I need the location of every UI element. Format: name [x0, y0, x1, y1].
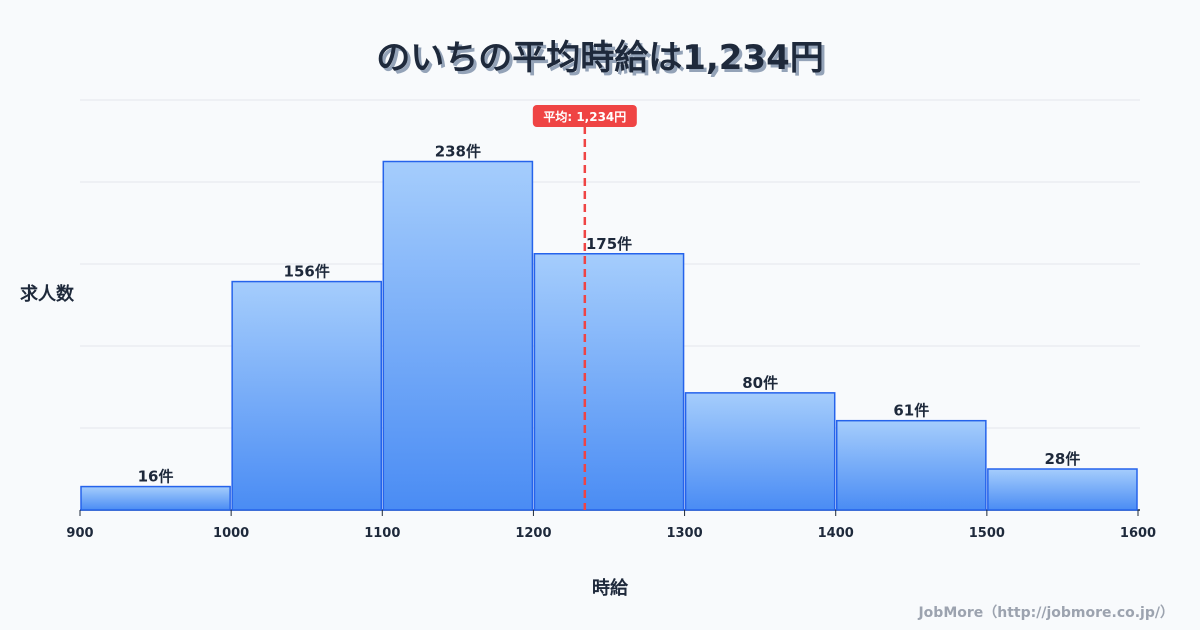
- bar-value-label: 156件: [284, 263, 330, 281]
- bar-value-label: 61件: [893, 402, 929, 420]
- x-tick-label: 1500: [969, 526, 1005, 541]
- x-tick-label: 1100: [364, 526, 400, 541]
- x-tick-label: 1300: [666, 526, 702, 541]
- x-tick-label: 1200: [515, 526, 551, 541]
- chart-title: のいちの平均時給は1,234円: [376, 38, 824, 78]
- histogram-bar: [80, 485, 231, 511]
- y-axis-label: 求人数: [20, 284, 74, 305]
- bar-value-label: 238件: [435, 143, 481, 161]
- bar-value-label: 175件: [586, 235, 632, 253]
- mean-badge: [532, 105, 637, 127]
- histogram-bar: [231, 280, 383, 511]
- x-axis-label: 時給: [592, 578, 628, 599]
- x-tick-label: 1400: [818, 526, 854, 541]
- credit-text: JobMore（http://jobmore.co.jp/）: [918, 605, 1174, 621]
- mean-label: 平均: 1,234円: [543, 109, 626, 124]
- bar-value-label: 16件: [138, 468, 174, 486]
- histogram-bar: [684, 392, 836, 511]
- histogram-bar: [987, 468, 1138, 511]
- histogram-bar: [835, 419, 987, 511]
- histogram-bar: [382, 160, 534, 511]
- histogram-bar: [533, 253, 685, 511]
- x-tick-label: 1000: [213, 526, 249, 541]
- bar-value-label: 28件: [1044, 450, 1080, 468]
- x-tick-label: 1600: [1120, 526, 1156, 541]
- x-tick-label: 900: [66, 526, 93, 541]
- bar-value-label: 80件: [742, 374, 778, 392]
